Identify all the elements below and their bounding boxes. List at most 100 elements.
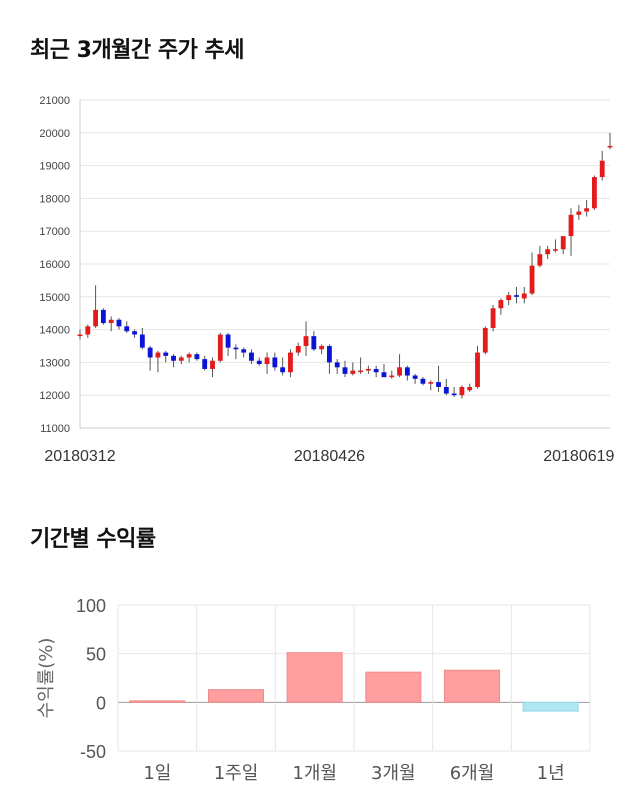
candle-up bbox=[77, 334, 83, 337]
candle-up bbox=[560, 236, 566, 250]
trend-y-tick-label: 14000 bbox=[39, 325, 70, 337]
returns-x-tick-label: 1주일 bbox=[214, 763, 259, 784]
returns-bar bbox=[286, 652, 343, 703]
trend-y-tick-label: 13000 bbox=[39, 357, 70, 369]
candle-down bbox=[326, 346, 332, 363]
candle-up bbox=[264, 357, 270, 365]
candle-up bbox=[93, 309, 99, 327]
candle-down bbox=[514, 295, 519, 297]
returns-x-tick-label: 3개월 bbox=[371, 763, 416, 784]
candle-up bbox=[389, 375, 395, 378]
candle-up bbox=[498, 300, 504, 309]
stock-price-candlestick-chart: 11000 12000 13000 14000 15000 16000 17000 18000… bbox=[39, 95, 614, 465]
candle-up bbox=[475, 352, 480, 387]
candle-down bbox=[139, 334, 145, 348]
returns-bar bbox=[522, 701, 579, 712]
returns-x-tick-label: 6개월 bbox=[450, 763, 495, 784]
candle-down bbox=[116, 319, 122, 327]
candle-up bbox=[303, 336, 309, 346]
trend-y-tick-label: 16000 bbox=[39, 259, 70, 271]
candle-up bbox=[506, 295, 512, 301]
candle-down bbox=[202, 359, 208, 369]
candle-up bbox=[155, 352, 161, 358]
returns-section-title: 기간별 수익률 bbox=[30, 527, 156, 552]
candle-down bbox=[342, 367, 348, 374]
candle-down bbox=[132, 331, 137, 335]
returns-y-tick-label: 100 bbox=[76, 596, 106, 616]
returns-x-tick-label: 1년 bbox=[537, 763, 565, 784]
returns-y-tick-label: -50 bbox=[80, 742, 106, 762]
candle-up bbox=[288, 352, 293, 373]
trend-y-tick-label: 11000 bbox=[40, 423, 70, 435]
candle-up bbox=[584, 208, 590, 212]
candle-down bbox=[194, 354, 200, 360]
candle-up bbox=[490, 308, 496, 328]
candle-down bbox=[373, 368, 379, 373]
candle-down bbox=[311, 336, 317, 350]
candle-down bbox=[443, 387, 449, 394]
candle-down bbox=[241, 349, 247, 353]
candle-down bbox=[451, 393, 457, 396]
candle-down bbox=[256, 360, 262, 365]
candle-up bbox=[529, 265, 535, 294]
returns-bar bbox=[207, 689, 265, 703]
candle-down bbox=[334, 362, 340, 368]
candle-up bbox=[178, 357, 184, 361]
returns-y-tick-label: 0 bbox=[96, 693, 106, 713]
candle-down bbox=[381, 372, 387, 378]
candle-up bbox=[537, 254, 543, 266]
candle-down bbox=[163, 352, 169, 356]
candle-up bbox=[576, 211, 582, 215]
candle-up bbox=[358, 370, 364, 373]
candle-down bbox=[280, 367, 286, 373]
candle-up bbox=[85, 326, 91, 335]
candle-up bbox=[599, 160, 605, 178]
trend-x-tick-label: 20180312 bbox=[44, 448, 115, 465]
candle-up bbox=[397, 367, 402, 376]
trend-x-tick-label: 20180426 bbox=[294, 448, 365, 465]
trend-y-tick-label: 19000 bbox=[39, 161, 70, 173]
trend-y-tick-label: 15000 bbox=[39, 292, 70, 304]
trend-y-tick-label: 20000 bbox=[39, 128, 70, 140]
candle-down bbox=[412, 375, 418, 379]
returns-y-tick-label: 50 bbox=[86, 645, 106, 665]
candle-down bbox=[436, 382, 441, 387]
trend-y-tick-label: 17000 bbox=[39, 226, 70, 238]
candle-up bbox=[108, 319, 114, 324]
trend-y-tick-label: 12000 bbox=[39, 390, 70, 402]
candle-down bbox=[272, 357, 278, 368]
candle-up bbox=[319, 346, 325, 350]
returns-bar bbox=[365, 671, 422, 703]
candle-up bbox=[186, 354, 192, 358]
returns-bar bbox=[443, 669, 501, 703]
candle-down bbox=[100, 309, 106, 324]
trend-section-title: 최근 3개월간 주가 추세 bbox=[30, 38, 244, 63]
candle-down bbox=[420, 378, 426, 384]
candle-down bbox=[124, 326, 130, 332]
trend-x-tick-label: 20180619 bbox=[543, 448, 614, 465]
candle-down bbox=[233, 347, 239, 350]
candle-down bbox=[171, 355, 176, 361]
trend-y-tick-label: 21000 bbox=[39, 95, 70, 107]
candle-down bbox=[225, 334, 231, 348]
candle-up bbox=[428, 382, 434, 384]
candle-up bbox=[210, 360, 215, 369]
candle-up bbox=[482, 327, 488, 353]
candle-up bbox=[467, 387, 473, 391]
returns-x-tick-label: 1개월 bbox=[292, 763, 337, 784]
candle-down bbox=[249, 352, 254, 361]
candle-up bbox=[607, 145, 613, 148]
candle-up bbox=[365, 368, 371, 371]
candle-up bbox=[217, 334, 223, 361]
candle-up bbox=[295, 346, 301, 353]
candle-up bbox=[591, 177, 597, 209]
candle-up bbox=[350, 370, 356, 374]
candle-down bbox=[147, 347, 153, 358]
candle-down bbox=[404, 367, 410, 376]
candle-up bbox=[545, 249, 551, 255]
candle-up bbox=[568, 214, 574, 237]
returns-bar bbox=[129, 700, 186, 703]
returns-y-axis-label: 수익률(%) bbox=[36, 638, 57, 719]
candle-up bbox=[553, 249, 558, 251]
